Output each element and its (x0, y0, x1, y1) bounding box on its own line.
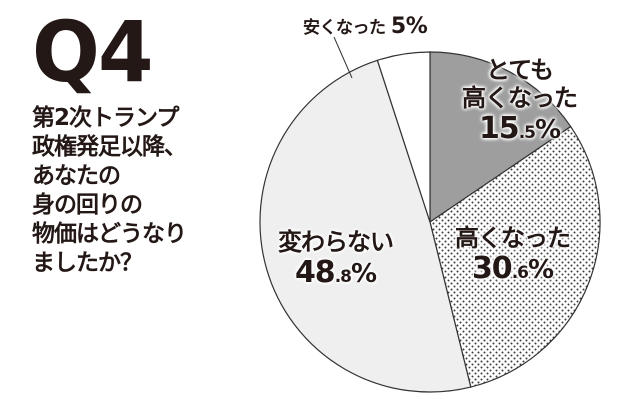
label-very-higher-value: 15.5% (478, 111, 561, 146)
label-very-higher-line1: とても (485, 56, 554, 84)
label-very-higher: とても 高くなった 15.5% (462, 56, 578, 150)
label-higher: 高くなった 30.6% (455, 224, 571, 290)
label-higher-line1: 高くなった (455, 224, 571, 252)
slice-unchanged (259, 59, 472, 393)
question-line: 身の回りの (32, 192, 143, 218)
label-cheaper-value: 5% (390, 14, 428, 39)
label-unchanged-value: 48.8% (294, 255, 377, 290)
question-line: 物価はどうなり (32, 221, 187, 247)
leader-line (333, 36, 353, 79)
question-line: 政権発足以降、 (32, 134, 187, 160)
label-unchanged: 変わらない 48.8% (278, 228, 394, 294)
slice-very-higher (429, 51, 572, 224)
question-line: 第2次トランプ (32, 105, 179, 131)
question-line: あなたの (32, 163, 121, 189)
slice-higher (429, 125, 601, 388)
label-unchanged-line1: 変わらない (278, 228, 394, 256)
slice-cheaper (376, 51, 431, 223)
label-higher-value: 30.6% (471, 251, 554, 286)
label-very-higher-line2: 高くなった (462, 84, 578, 112)
label-cheaper: 安くなった 5% (303, 13, 428, 39)
question-line: ましたか？ (32, 250, 143, 276)
question-number: Q4 (32, 3, 153, 101)
question-text: 第2次トランプ 政権発足以降、 あなたの 身の回りの 物価はどうなり ましたか？ (32, 104, 187, 278)
label-cheaper-text: 安くなった (303, 18, 386, 38)
